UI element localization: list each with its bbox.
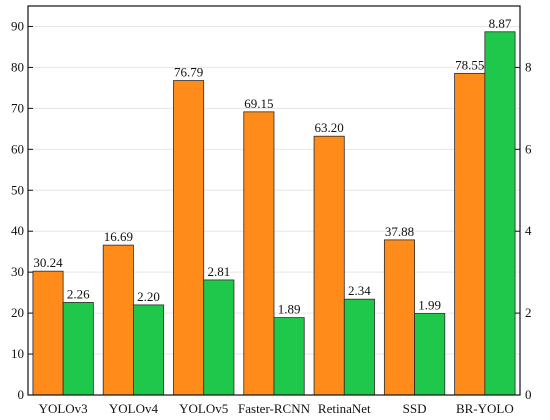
- bar-right-RetinaNet: [343, 298, 375, 396]
- left-tick-label: 0: [18, 387, 25, 402]
- value-labels: 30.24 2.26 16.69 2.20 76.79 2.81 69.15 1.89 63.2…: [33, 16, 511, 317]
- x-axis-categories: YOLOv3 YOLOv4 YOLOv5 Faster-RCNN RetinaNet SS…: [39, 401, 514, 416]
- bar-left-YOLOv4: [102, 244, 134, 396]
- bar-value-label: 69.15: [244, 96, 273, 111]
- bar-value-label: 1.99: [418, 298, 441, 313]
- bar-right-SSD: [414, 313, 446, 396]
- bar-value-label: 63.20: [315, 120, 344, 135]
- bars: [32, 31, 516, 396]
- bar-value-label: 76.79: [174, 65, 203, 80]
- bar-value-label: 2.20: [137, 289, 160, 304]
- bar-value-label: 78.55: [455, 57, 484, 72]
- bar-value-label: 2.81: [207, 264, 230, 279]
- bar-left-YOLOv5: [173, 80, 205, 396]
- left-tick-label: 40: [11, 223, 24, 238]
- bar-right-YOLOv3: [62, 302, 94, 396]
- bar-left-YOLOv3: [32, 270, 64, 396]
- left-tick-label: 90: [11, 18, 24, 33]
- category-label: Faster-RCNN: [238, 401, 311, 416]
- right-tick-label: 8: [525, 59, 532, 74]
- category-label: RetinaNet: [318, 401, 371, 416]
- bar-left-SSD: [383, 239, 415, 396]
- left-tick-label: 10: [11, 346, 24, 361]
- right-tick-label: 4: [525, 223, 532, 238]
- bar-value-label: 2.34: [348, 283, 371, 298]
- left-tick-label: 50: [11, 182, 24, 197]
- bar-value-label: 16.69: [104, 229, 133, 244]
- left-tick-label: 20: [11, 305, 24, 320]
- bar-value-label: 30.24: [33, 255, 63, 270]
- right-tick-label: 6: [525, 141, 532, 156]
- bar-value-label: 8.87: [489, 16, 512, 31]
- right-tick-label: 0: [525, 387, 532, 402]
- left-tick-label: 70: [11, 100, 24, 115]
- bar-right-YOLOv5: [203, 279, 235, 396]
- category-label: BR-YOLO: [456, 401, 514, 416]
- bar-right-Faster-RCNN: [273, 317, 305, 396]
- bar-left-BR-YOLO: [454, 72, 486, 396]
- bar-value-label: 37.88: [385, 224, 414, 239]
- bar-left-RetinaNet: [313, 135, 345, 396]
- left-tick-label: 80: [11, 59, 24, 74]
- left-tick-label: 60: [11, 141, 24, 156]
- category-label: SSD: [403, 401, 427, 416]
- plot-frame: [27, 5, 521, 396]
- bar-value-label: 2.26: [67, 286, 90, 301]
- bar-left-Faster-RCNN: [243, 111, 275, 396]
- left-y-axis: 0 10 20 30 40 50 60 70 80 90: [11, 18, 33, 402]
- right-tick-label: 2: [525, 305, 532, 320]
- left-tick-label: 30: [11, 264, 24, 279]
- bar-right-BR-YOLO: [484, 31, 516, 396]
- right-y-axis: 0 2 4 6 8: [515, 59, 532, 402]
- category-label: YOLOv3: [39, 401, 88, 416]
- category-label: YOLOv4: [109, 401, 159, 416]
- category-label: YOLOv5: [179, 401, 228, 416]
- bar-right-YOLOv4: [133, 304, 165, 396]
- bar-value-label: 1.89: [278, 302, 301, 317]
